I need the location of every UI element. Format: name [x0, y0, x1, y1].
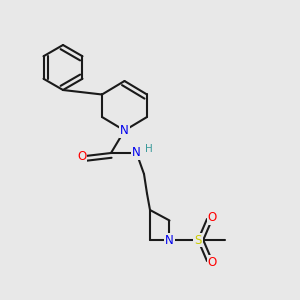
Text: N: N — [132, 146, 141, 160]
Text: O: O — [208, 256, 217, 269]
Text: N: N — [165, 233, 174, 247]
Text: H: H — [145, 143, 153, 154]
Text: O: O — [77, 149, 86, 163]
Text: N: N — [120, 124, 129, 137]
Text: S: S — [194, 233, 202, 247]
Text: O: O — [208, 211, 217, 224]
